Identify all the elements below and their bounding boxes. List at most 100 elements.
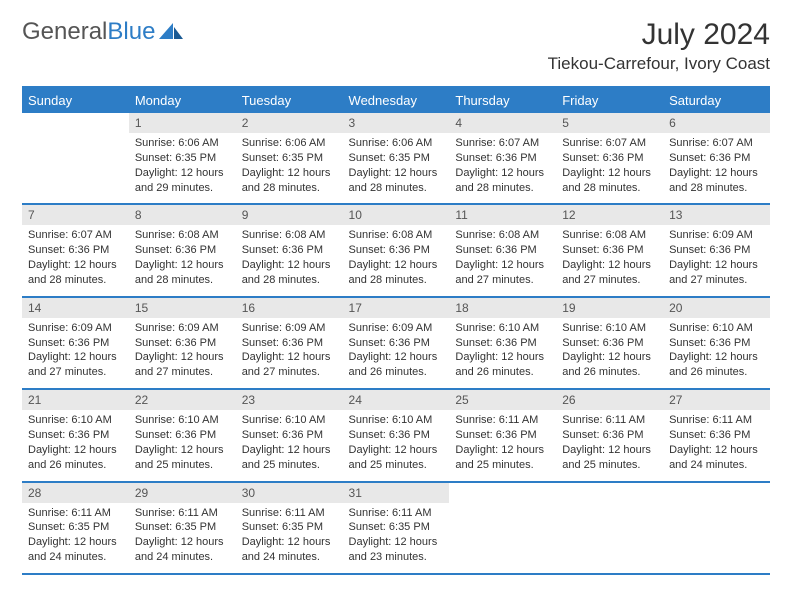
daylight-line: Daylight: 12 hours and 24 minutes. <box>669 443 764 473</box>
day-content: Sunrise: 6:08 AMSunset: 6:36 PMDaylight:… <box>449 225 556 295</box>
sunset-line: Sunset: 6:36 PM <box>28 336 123 351</box>
calendar-day-cell: 8Sunrise: 6:08 AMSunset: 6:36 PMDaylight… <box>129 204 236 296</box>
calendar-day-cell: 10Sunrise: 6:08 AMSunset: 6:36 PMDayligh… <box>343 204 450 296</box>
day-number: 11 <box>449 205 556 225</box>
sunrise-line: Sunrise: 6:07 AM <box>28 228 123 243</box>
calendar-day-cell: 28Sunrise: 6:11 AMSunset: 6:35 PMDayligh… <box>22 482 129 574</box>
day-content: Sunrise: 6:10 AMSunset: 6:36 PMDaylight:… <box>129 410 236 480</box>
daylight-line: Daylight: 12 hours and 24 minutes. <box>242 535 337 565</box>
sunrise-line: Sunrise: 6:06 AM <box>349 136 444 151</box>
sunset-line: Sunset: 6:35 PM <box>28 520 123 535</box>
sunrise-line: Sunrise: 6:11 AM <box>135 506 230 521</box>
calendar-day-cell: 3Sunrise: 6:06 AMSunset: 6:35 PMDaylight… <box>343 113 450 204</box>
sunset-line: Sunset: 6:36 PM <box>562 336 657 351</box>
sunrise-line: Sunrise: 6:11 AM <box>349 506 444 521</box>
day-content <box>449 503 556 553</box>
sunset-line: Sunset: 6:35 PM <box>349 520 444 535</box>
calendar-day-cell: 19Sunrise: 6:10 AMSunset: 6:36 PMDayligh… <box>556 297 663 389</box>
sunset-line: Sunset: 6:36 PM <box>349 428 444 443</box>
calendar-day-cell: 29Sunrise: 6:11 AMSunset: 6:35 PMDayligh… <box>129 482 236 574</box>
day-content: Sunrise: 6:08 AMSunset: 6:36 PMDaylight:… <box>129 225 236 295</box>
daylight-line: Daylight: 12 hours and 28 minutes. <box>242 258 337 288</box>
brand-sail-icon <box>159 23 183 41</box>
calendar-day-cell: 25Sunrise: 6:11 AMSunset: 6:36 PMDayligh… <box>449 389 556 481</box>
sunset-line: Sunset: 6:36 PM <box>135 428 230 443</box>
day-number: 26 <box>556 390 663 410</box>
day-content <box>663 503 770 553</box>
day-content: Sunrise: 6:07 AMSunset: 6:36 PMDaylight:… <box>22 225 129 295</box>
daylight-line: Daylight: 12 hours and 25 minutes. <box>135 443 230 473</box>
weekday-header: Tuesday <box>236 87 343 113</box>
calendar-day-cell: 23Sunrise: 6:10 AMSunset: 6:36 PMDayligh… <box>236 389 343 481</box>
calendar-day-cell: 17Sunrise: 6:09 AMSunset: 6:36 PMDayligh… <box>343 297 450 389</box>
title-block: July 2024 Tiekou-Carrefour, Ivory Coast <box>548 18 770 74</box>
day-content: Sunrise: 6:06 AMSunset: 6:35 PMDaylight:… <box>236 133 343 203</box>
day-number: 13 <box>663 205 770 225</box>
sunrise-line: Sunrise: 6:10 AM <box>242 413 337 428</box>
brand-part2: Blue <box>107 18 155 45</box>
day-content: Sunrise: 6:06 AMSunset: 6:35 PMDaylight:… <box>343 133 450 203</box>
day-number: 12 <box>556 205 663 225</box>
weekday-header-row: SundayMondayTuesdayWednesdayThursdayFrid… <box>22 87 770 113</box>
sunset-line: Sunset: 6:36 PM <box>135 243 230 258</box>
calendar-table: SundayMondayTuesdayWednesdayThursdayFrid… <box>22 86 770 575</box>
calendar-day-cell: 27Sunrise: 6:11 AMSunset: 6:36 PMDayligh… <box>663 389 770 481</box>
calendar-day-cell: 30Sunrise: 6:11 AMSunset: 6:35 PMDayligh… <box>236 482 343 574</box>
day-content: Sunrise: 6:08 AMSunset: 6:36 PMDaylight:… <box>236 225 343 295</box>
sunrise-line: Sunrise: 6:11 AM <box>28 506 123 521</box>
sunset-line: Sunset: 6:36 PM <box>669 428 764 443</box>
weekday-header: Sunday <box>22 87 129 113</box>
daylight-line: Daylight: 12 hours and 28 minutes. <box>669 166 764 196</box>
daylight-line: Daylight: 12 hours and 26 minutes. <box>562 350 657 380</box>
calendar-day-cell: 20Sunrise: 6:10 AMSunset: 6:36 PMDayligh… <box>663 297 770 389</box>
day-number: 10 <box>343 205 450 225</box>
calendar-day-cell: 2Sunrise: 6:06 AMSunset: 6:35 PMDaylight… <box>236 113 343 204</box>
calendar-day-cell <box>22 113 129 204</box>
day-content: Sunrise: 6:10 AMSunset: 6:36 PMDaylight:… <box>236 410 343 480</box>
day-number: 25 <box>449 390 556 410</box>
sunset-line: Sunset: 6:36 PM <box>669 151 764 166</box>
day-number: 6 <box>663 113 770 133</box>
day-number: 16 <box>236 298 343 318</box>
sunset-line: Sunset: 6:36 PM <box>455 151 550 166</box>
day-number: 2 <box>236 113 343 133</box>
daylight-line: Daylight: 12 hours and 28 minutes. <box>28 258 123 288</box>
daylight-line: Daylight: 12 hours and 27 minutes. <box>28 350 123 380</box>
daylight-line: Daylight: 12 hours and 25 minutes. <box>242 443 337 473</box>
day-number: 24 <box>343 390 450 410</box>
day-number: 28 <box>22 483 129 503</box>
day-content: Sunrise: 6:09 AMSunset: 6:36 PMDaylight:… <box>663 225 770 295</box>
sunrise-line: Sunrise: 6:08 AM <box>562 228 657 243</box>
day-number: 4 <box>449 113 556 133</box>
location: Tiekou-Carrefour, Ivory Coast <box>548 54 770 74</box>
sunset-line: Sunset: 6:36 PM <box>669 243 764 258</box>
sunrise-line: Sunrise: 6:11 AM <box>562 413 657 428</box>
day-number: 8 <box>129 205 236 225</box>
day-number <box>449 483 556 503</box>
daylight-line: Daylight: 12 hours and 28 minutes. <box>562 166 657 196</box>
sunset-line: Sunset: 6:36 PM <box>349 243 444 258</box>
sunrise-line: Sunrise: 6:07 AM <box>562 136 657 151</box>
sunset-line: Sunset: 6:36 PM <box>242 336 337 351</box>
sunset-line: Sunset: 6:36 PM <box>455 428 550 443</box>
calendar-day-cell: 12Sunrise: 6:08 AMSunset: 6:36 PMDayligh… <box>556 204 663 296</box>
sunrise-line: Sunrise: 6:09 AM <box>28 321 123 336</box>
weekday-header: Wednesday <box>343 87 450 113</box>
weekday-header: Thursday <box>449 87 556 113</box>
day-content: Sunrise: 6:11 AMSunset: 6:35 PMDaylight:… <box>129 503 236 573</box>
day-number: 29 <box>129 483 236 503</box>
calendar-day-cell: 4Sunrise: 6:07 AMSunset: 6:36 PMDaylight… <box>449 113 556 204</box>
calendar-week-row: 7Sunrise: 6:07 AMSunset: 6:36 PMDaylight… <box>22 204 770 296</box>
sunrise-line: Sunrise: 6:10 AM <box>562 321 657 336</box>
day-content <box>556 503 663 553</box>
calendar-day-cell <box>449 482 556 574</box>
sunset-line: Sunset: 6:36 PM <box>669 336 764 351</box>
day-content: Sunrise: 6:06 AMSunset: 6:35 PMDaylight:… <box>129 133 236 203</box>
sunrise-line: Sunrise: 6:08 AM <box>135 228 230 243</box>
sunset-line: Sunset: 6:36 PM <box>242 243 337 258</box>
day-number: 27 <box>663 390 770 410</box>
daylight-line: Daylight: 12 hours and 27 minutes. <box>242 350 337 380</box>
calendar-day-cell: 15Sunrise: 6:09 AMSunset: 6:36 PMDayligh… <box>129 297 236 389</box>
day-number: 1 <box>129 113 236 133</box>
sunrise-line: Sunrise: 6:11 AM <box>242 506 337 521</box>
